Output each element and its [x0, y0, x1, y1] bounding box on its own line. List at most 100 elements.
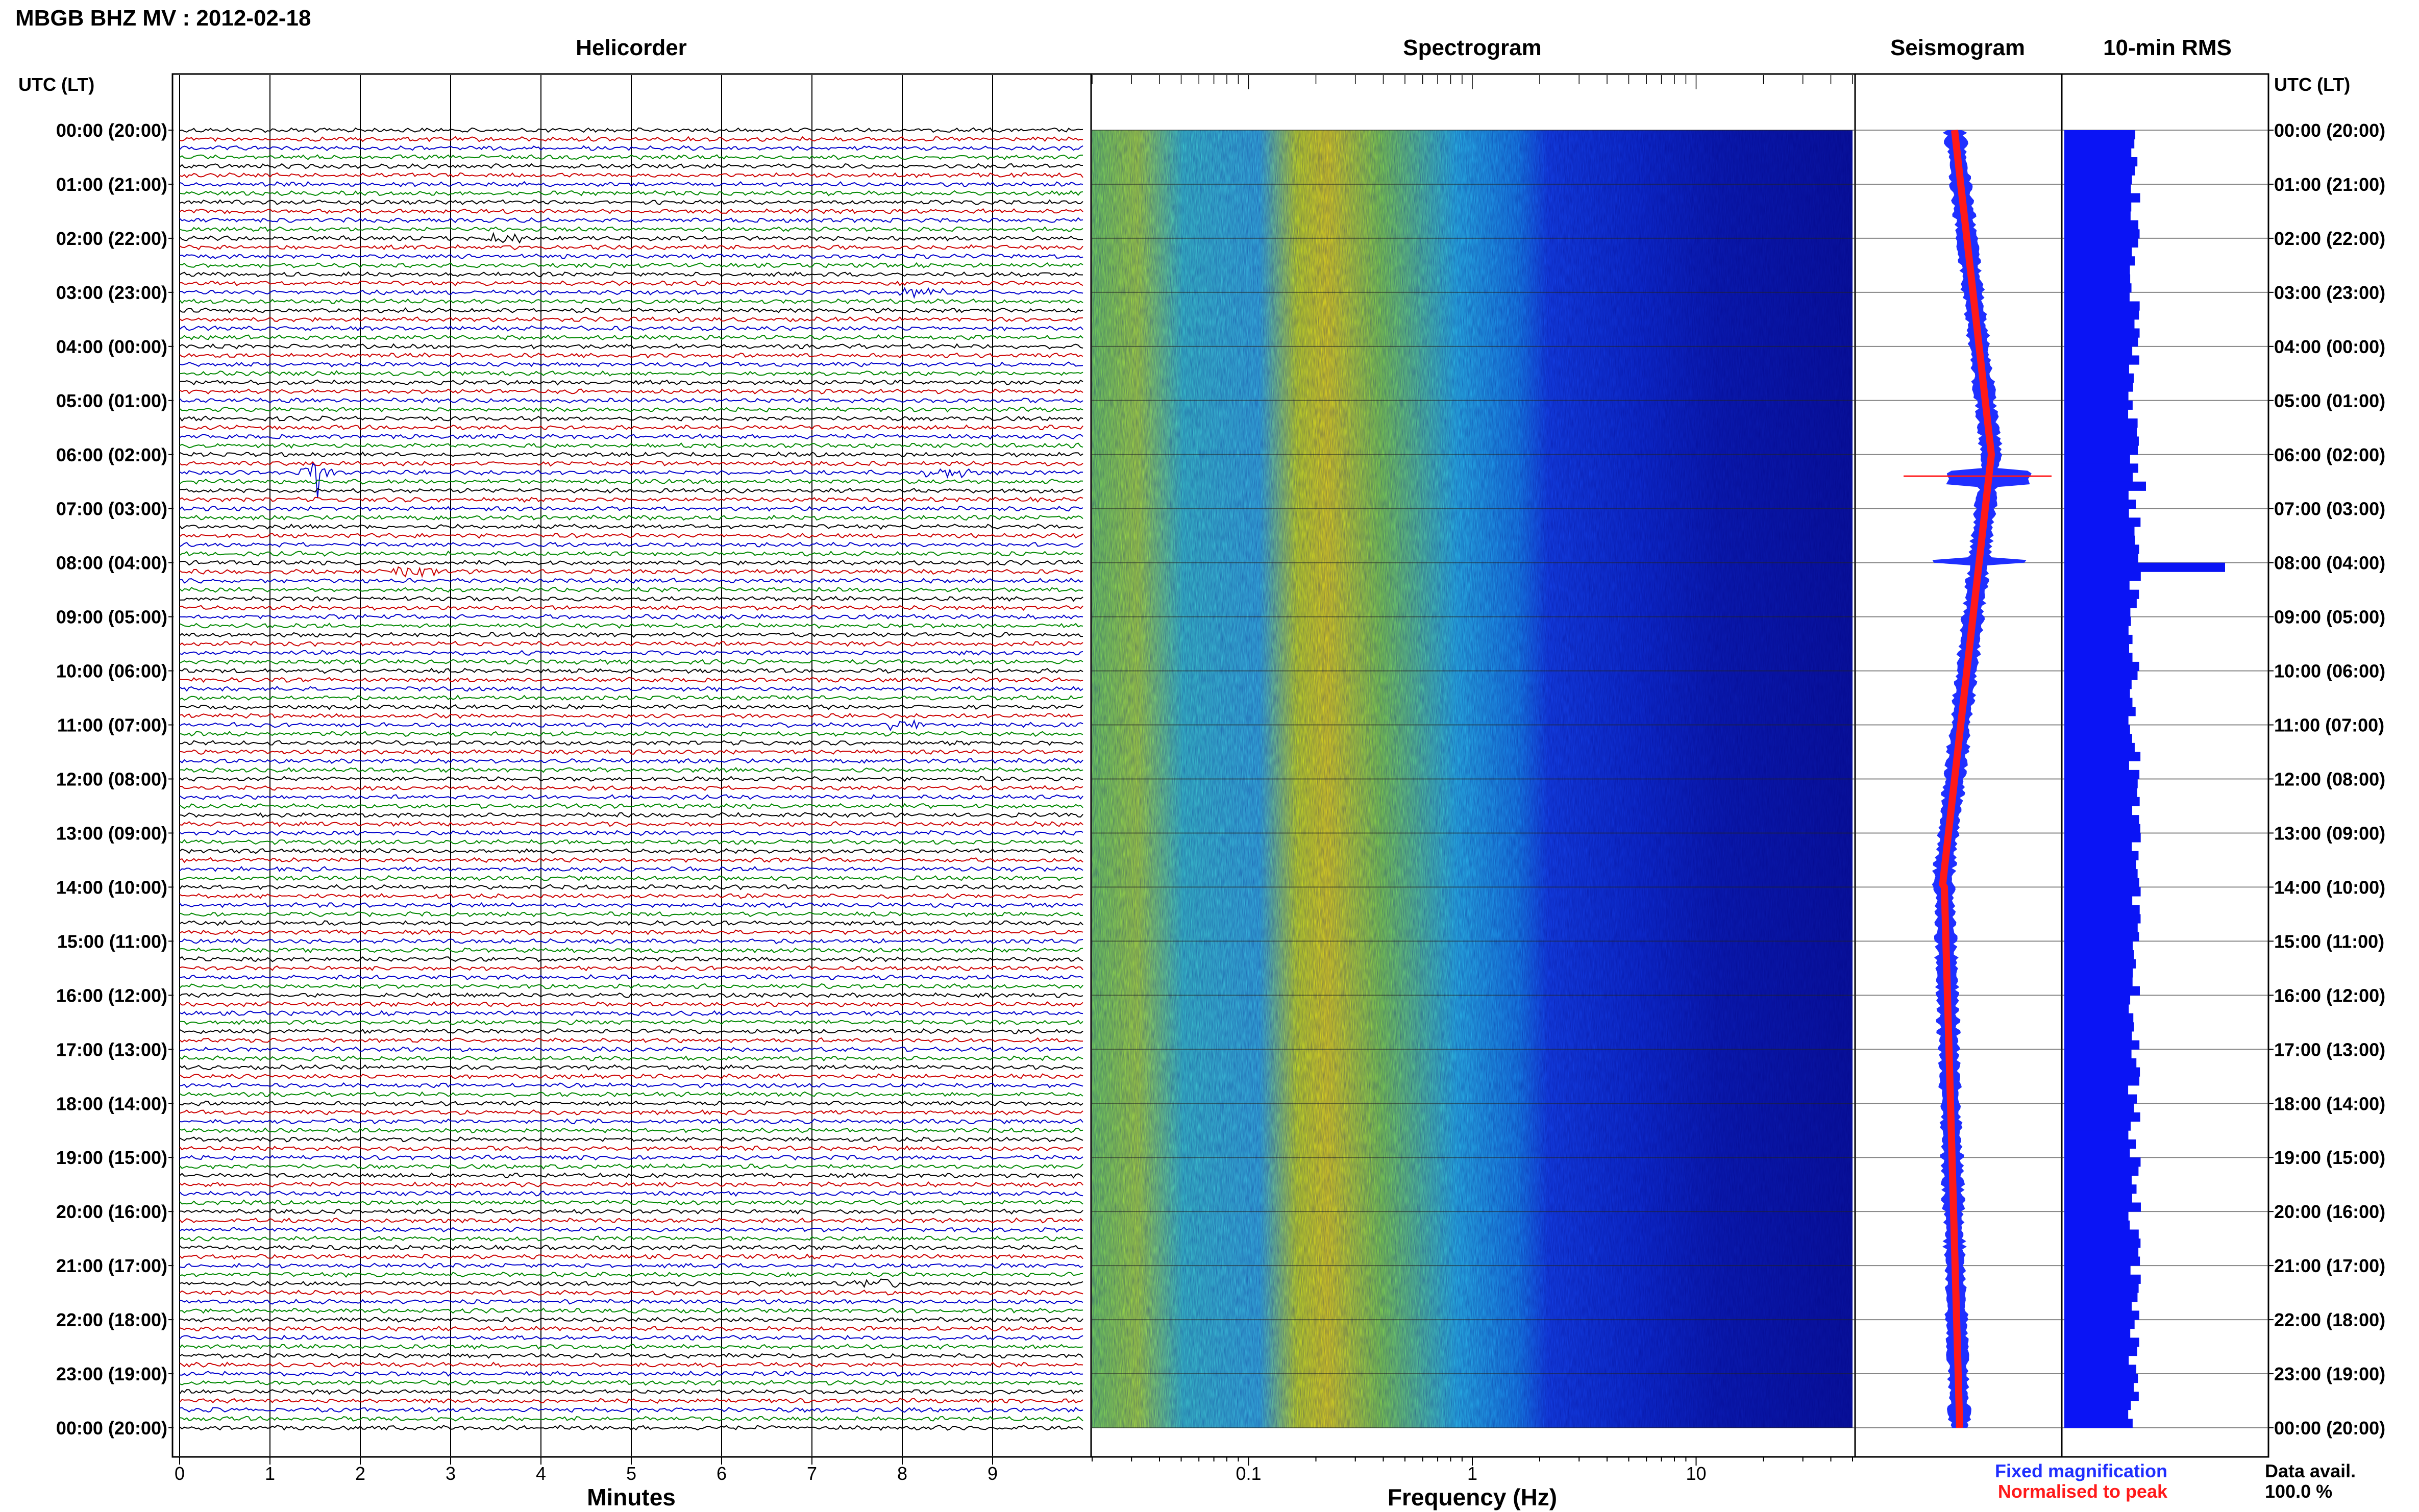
rms-bar — [2064, 310, 2139, 320]
rms-bar — [2064, 1419, 2133, 1428]
row-label-right: 08:00 (04:00) — [2274, 553, 2385, 574]
helicorder-trace — [179, 163, 1083, 169]
row-label-right: 21:00 (17:00) — [2274, 1255, 2385, 1276]
helicorder-trace — [179, 388, 1083, 394]
row-label-left: 09:00 (05:00) — [56, 607, 167, 628]
rms-bar — [2064, 761, 2129, 771]
helicorder-trace — [179, 1046, 1083, 1053]
rms-bar — [2064, 842, 2132, 852]
rms-bar — [2064, 1139, 2136, 1149]
helicorder-trace — [179, 577, 1083, 584]
helicorder-trace — [179, 1307, 1083, 1314]
rms-bar — [2064, 1247, 2139, 1257]
row-label-left: 18:00 (14:00) — [56, 1093, 167, 1114]
row-labels-right: 00:00 (20:00) 01:00 (21:00) 02:00 (22:00) 0… — [2268, 120, 2385, 1439]
helicorder-trace — [179, 1325, 1083, 1332]
row-label-left: 07:00 (03:00) — [56, 499, 167, 519]
rms-bar — [2064, 914, 2141, 924]
helicorder-xlabel: Minutes — [587, 1484, 676, 1510]
helicorder-trace — [179, 1082, 1083, 1088]
rms-bar — [2064, 1112, 2140, 1122]
helicorder-trace — [179, 541, 1083, 548]
helicorder-trace — [179, 685, 1083, 692]
freq-tick-label: 0.1 — [1236, 1463, 1261, 1484]
row-label-left: 02:00 (22:00) — [56, 228, 167, 249]
helicorder-trace — [179, 271, 1083, 278]
rms-bar — [2064, 626, 2129, 635]
row-label-right: 10:00 (06:00) — [2274, 661, 2385, 682]
helicorder-trace — [179, 1271, 1083, 1278]
helicorder-trace — [179, 487, 1083, 494]
rms-bar — [2064, 463, 2138, 473]
rms-bar — [2064, 860, 2136, 870]
rms-bar — [2064, 589, 2139, 599]
helicorder-trace — [179, 307, 1083, 314]
rms-bar — [2064, 572, 2141, 581]
helicorder-trace — [179, 232, 1083, 244]
rms-bar — [2064, 1310, 2139, 1320]
helicorder-trace — [179, 1181, 1083, 1188]
rms-bar — [2064, 797, 2140, 806]
helicorder-trace — [179, 1389, 1083, 1395]
rms-bar — [2064, 373, 2134, 383]
helicorder-trace — [179, 1028, 1083, 1034]
rms-bar — [2064, 1220, 2130, 1230]
helicorder-title: Helicorder — [576, 35, 687, 60]
helicorder-trace — [179, 514, 1083, 521]
rms-bar — [2064, 905, 2140, 914]
helicorder-trace — [179, 172, 1083, 179]
rms-bar — [2064, 130, 2136, 140]
row-label-left: 00:00 (20:00) — [56, 120, 167, 141]
rms-bar — [2064, 742, 2135, 753]
row-label-right: 00:00 (20:00) — [2274, 1418, 2385, 1439]
row-label-left: 01:00 (21:00) — [56, 174, 167, 195]
rms-bar — [2064, 1355, 2129, 1365]
helicorder-trace — [179, 244, 1083, 251]
helicorder-trace — [179, 217, 1083, 224]
rms-bar — [2064, 653, 2133, 662]
helicorder-trace — [179, 911, 1083, 918]
rms-bar — [2064, 1175, 2132, 1185]
helicorder-trace — [179, 965, 1083, 972]
helicorder-trace — [179, 1317, 1083, 1323]
spectrogram-xlabel: Frequency (Hz) — [1388, 1484, 1557, 1510]
rms-bar — [2064, 1347, 2137, 1356]
rms-bar — [2064, 896, 2133, 906]
helicorder-trace — [179, 462, 1083, 499]
minute-tick-label: 1 — [265, 1463, 275, 1484]
row-label-left: 23:00 (19:00) — [56, 1364, 167, 1384]
rms-bar — [2064, 680, 2132, 689]
rms-bar — [2064, 950, 2134, 960]
helicorder-trace — [179, 1244, 1083, 1251]
minute-tick-label: 6 — [717, 1463, 727, 1484]
rms-bar — [2064, 788, 2137, 798]
row-label-left: 12:00 (08:00) — [56, 769, 167, 790]
helicorder-trace — [179, 506, 1083, 512]
utc-label-left: UTC (LT) — [18, 74, 94, 95]
rms-bar — [2064, 301, 2140, 311]
rms-bar — [2064, 779, 2138, 788]
rms-bar — [2064, 274, 2131, 284]
helicorder-x-axis: 0 1 2 3 4 5 6 7 8 9 — [175, 1457, 998, 1484]
helicorder-trace — [179, 758, 1083, 764]
helicorder-trace — [179, 785, 1083, 791]
rms-bar — [2064, 1238, 2141, 1248]
rms-bar — [2064, 824, 2140, 833]
rms-bar — [2064, 1337, 2139, 1347]
row-label-left: 03:00 (23:00) — [56, 282, 167, 303]
rms-bar — [2064, 941, 2133, 951]
helicorder-trace — [180, 875, 1083, 881]
row-label-left: 13:00 (09:00) — [56, 823, 167, 844]
helicorder-trace — [179, 226, 1083, 233]
helicorder-trace — [179, 1262, 1083, 1269]
helicorder-trace — [179, 415, 1083, 422]
row-label-left: 11:00 (07:00) — [57, 715, 167, 736]
helicorder-trace — [179, 287, 1083, 299]
helicorder-trace — [179, 1136, 1083, 1143]
rms-bar — [2064, 391, 2129, 401]
row-label-left: 00:00 (20:00) — [56, 1418, 167, 1439]
rms-bar — [2064, 1374, 2138, 1383]
minute-tick-label: 7 — [807, 1463, 817, 1484]
helicorder-trace — [179, 704, 1083, 710]
helicorder-trace — [179, 596, 1083, 602]
